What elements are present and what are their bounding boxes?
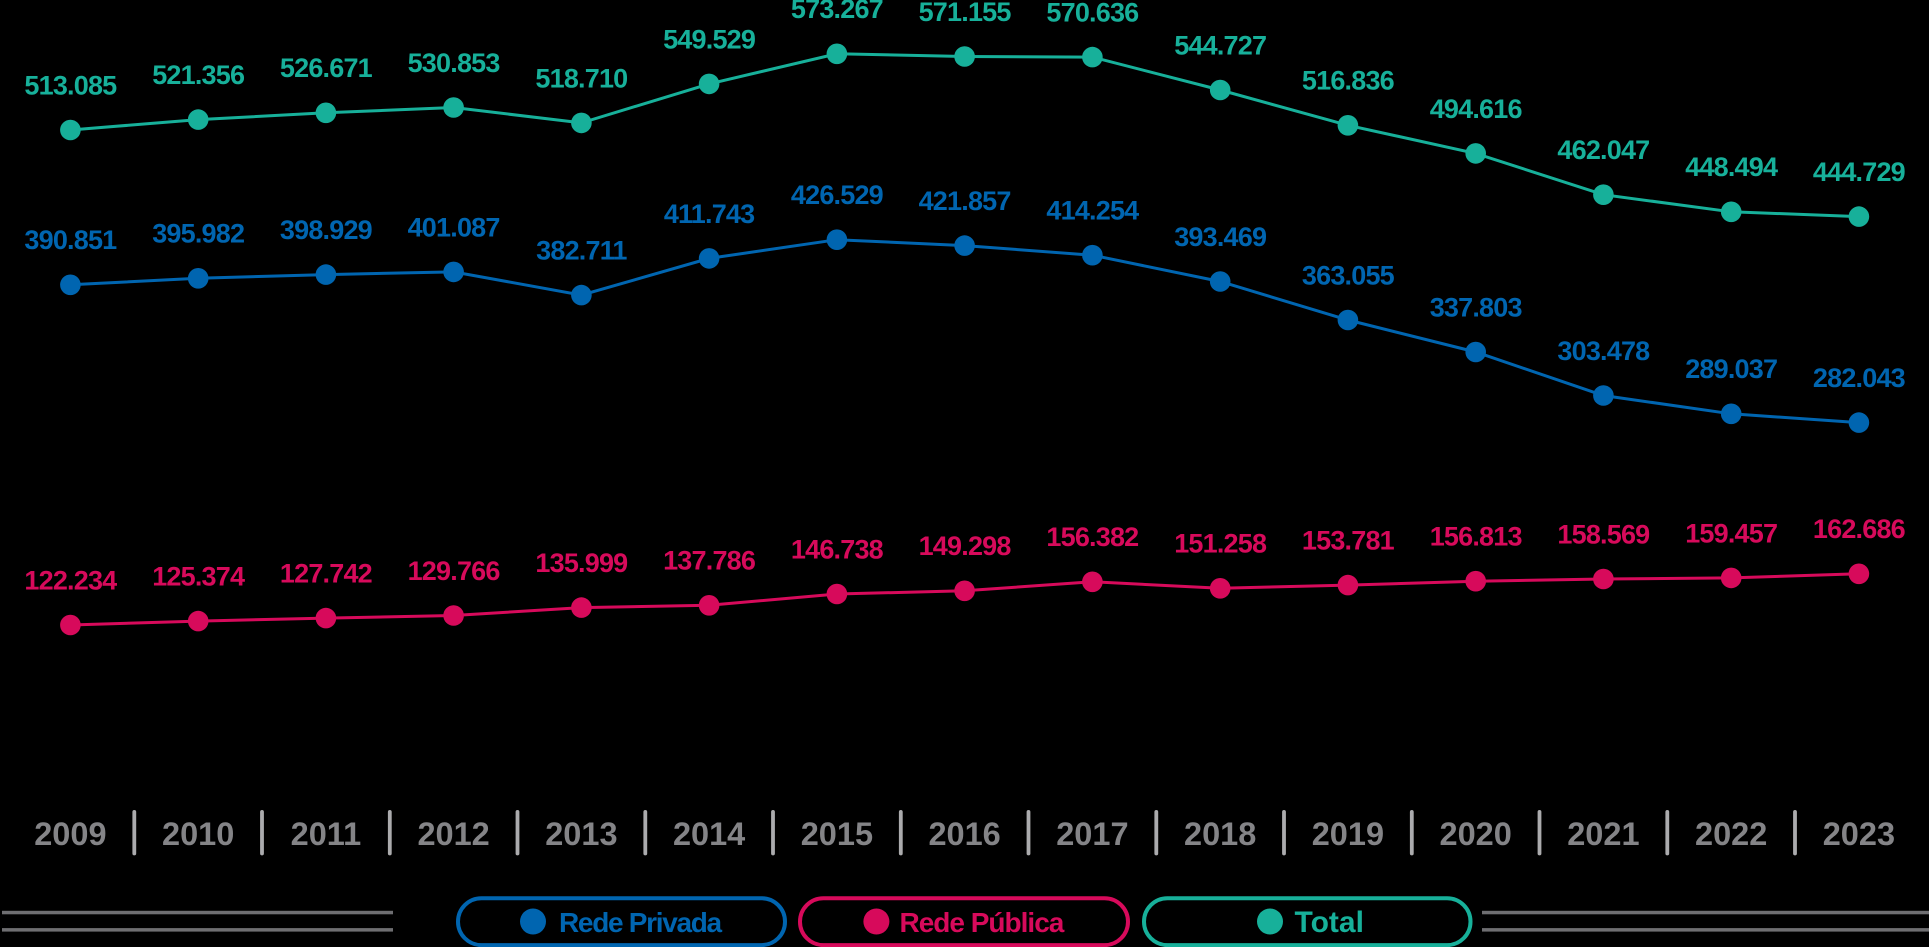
svg-text:2013: 2013	[545, 816, 617, 852]
svg-text:398.929: 398.929	[280, 215, 373, 245]
svg-text:494.616: 494.616	[1430, 94, 1523, 124]
svg-text:526.671: 526.671	[280, 53, 373, 83]
svg-text:390.851: 390.851	[24, 225, 117, 255]
svg-text:289.037: 289.037	[1685, 354, 1777, 384]
svg-text:516.836: 516.836	[1302, 66, 1395, 96]
svg-text:401.087: 401.087	[408, 212, 500, 242]
svg-text:282.043: 282.043	[1813, 363, 1906, 393]
svg-text:146.738: 146.738	[791, 534, 884, 564]
svg-text:363.055: 363.055	[1302, 260, 1395, 290]
svg-text:530.853: 530.853	[408, 48, 501, 78]
svg-text:462.047: 462.047	[1557, 135, 1649, 165]
svg-text:337.803: 337.803	[1430, 292, 1523, 322]
svg-text:395.982: 395.982	[152, 219, 244, 249]
svg-text:156.382: 156.382	[1046, 522, 1138, 552]
svg-text:Rede Pública: Rede Pública	[900, 907, 1065, 938]
svg-text:2023: 2023	[1823, 816, 1895, 852]
svg-text:2014: 2014	[673, 816, 745, 852]
svg-text:137.786: 137.786	[663, 546, 756, 576]
svg-text:Total: Total	[1295, 906, 1364, 939]
svg-text:414.254: 414.254	[1046, 196, 1139, 226]
svg-text:382.711: 382.711	[536, 236, 627, 266]
svg-text:149.298: 149.298	[919, 531, 1012, 561]
svg-text:2018: 2018	[1184, 816, 1256, 852]
svg-text:549.529: 549.529	[663, 24, 756, 54]
svg-text:129.766: 129.766	[408, 556, 501, 586]
svg-text:448.494: 448.494	[1685, 152, 1778, 182]
svg-text:135.999: 135.999	[535, 548, 628, 578]
svg-text:151.258: 151.258	[1174, 529, 1267, 559]
svg-text:125.374: 125.374	[152, 562, 245, 592]
svg-text:2009: 2009	[34, 816, 106, 852]
svg-text:421.857: 421.857	[919, 186, 1011, 216]
svg-text:162.686: 162.686	[1813, 514, 1906, 544]
svg-text:444.729: 444.729	[1813, 157, 1906, 187]
svg-text:571.155: 571.155	[919, 0, 1012, 27]
svg-text:2021: 2021	[1567, 816, 1639, 852]
svg-text:158.569: 158.569	[1557, 519, 1650, 549]
svg-text:153.781: 153.781	[1302, 526, 1395, 556]
svg-text:2016: 2016	[928, 816, 1000, 852]
svg-text:2017: 2017	[1056, 816, 1128, 852]
svg-text:513.085: 513.085	[24, 70, 117, 100]
svg-text:521.356: 521.356	[152, 60, 245, 90]
svg-text:2022: 2022	[1695, 816, 1767, 852]
svg-text:393.469: 393.469	[1174, 222, 1267, 252]
svg-text:570.636: 570.636	[1046, 0, 1139, 28]
svg-text:127.742: 127.742	[280, 559, 372, 589]
svg-text:122.234: 122.234	[24, 565, 117, 595]
svg-text:156.813: 156.813	[1430, 522, 1523, 552]
svg-text:544.727: 544.727	[1174, 30, 1266, 60]
svg-text:2019: 2019	[1312, 816, 1384, 852]
svg-text:411.743: 411.743	[664, 199, 755, 229]
svg-text:Rede Privada: Rede Privada	[559, 907, 723, 938]
svg-text:2020: 2020	[1440, 816, 1512, 852]
svg-text:2015: 2015	[801, 816, 873, 852]
svg-text:518.710: 518.710	[535, 63, 627, 93]
svg-text:573.267: 573.267	[791, 0, 883, 24]
svg-text:2012: 2012	[417, 816, 489, 852]
svg-text:303.478: 303.478	[1557, 336, 1650, 366]
svg-text:426.529: 426.529	[791, 180, 884, 210]
svg-text:2010: 2010	[162, 816, 234, 852]
svg-text:2011: 2011	[291, 816, 362, 852]
svg-text:159.457: 159.457	[1685, 518, 1777, 548]
